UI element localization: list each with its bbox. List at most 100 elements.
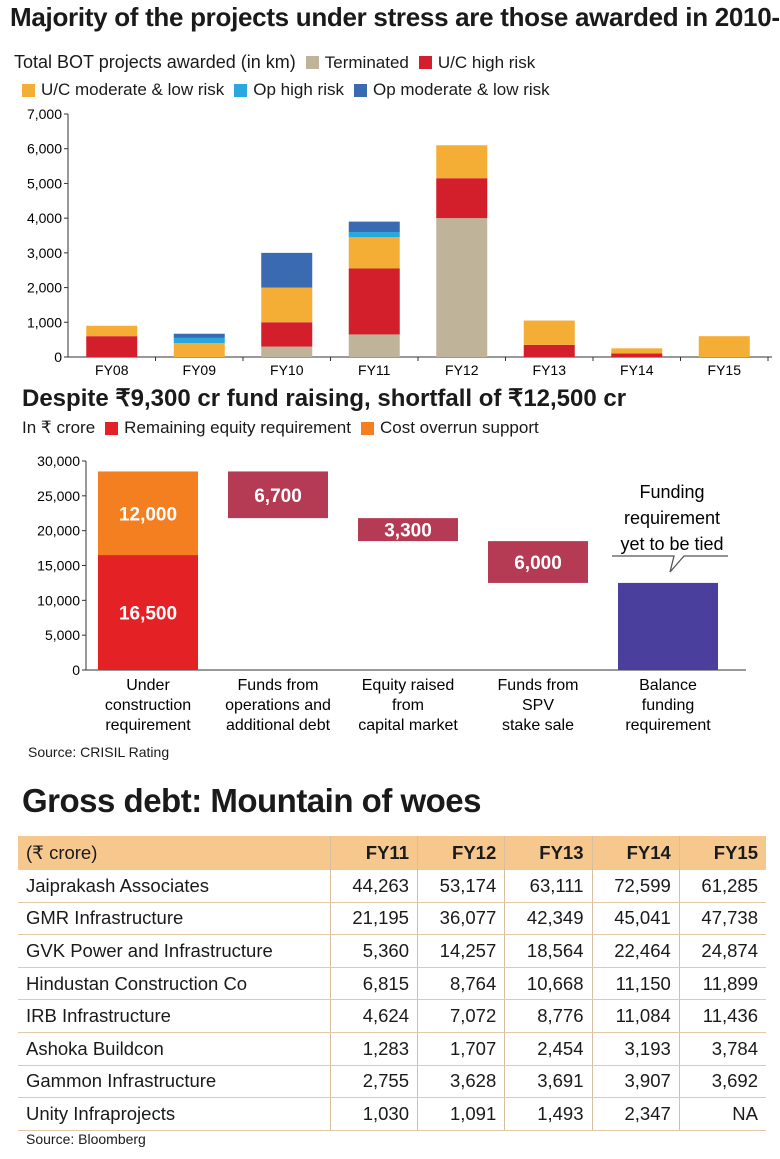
chart2-bar-balance [618, 582, 718, 670]
chart1-y-tick-label: 3,000 [27, 245, 62, 261]
chart1-x-tick-label: FY11 [358, 362, 391, 378]
chart2-x-tick-label: additional debt [226, 717, 331, 734]
chart1-x-tick-label: FY14 [620, 362, 654, 378]
chart1-bar-segment [348, 232, 400, 238]
debt-value-cell: 1,493 [504, 1097, 593, 1131]
chart1-y-tick-label: 7,000 [27, 106, 62, 122]
legend-swatch-op-moderate [353, 83, 367, 97]
chart2-y-tick-label: 0 [72, 662, 80, 678]
chart1-bar-segment [436, 178, 488, 219]
chart2-bar-decrement [488, 541, 588, 583]
table-header-fy11: FY11 [330, 836, 418, 870]
debt-value-cell: 10,668 [504, 967, 593, 1001]
chart2-x-tick-label: operations and [225, 697, 331, 714]
debt-value-cell: 36,077 [417, 902, 506, 936]
chart1-y-tick-label: 6,000 [27, 141, 62, 157]
chart2-x-tick-label: Funds from [238, 677, 319, 694]
legend-label-terminated: Terminated [324, 52, 409, 72]
debt-value-cell: 7,072 [417, 999, 506, 1033]
chart2-x-tick-label: from [392, 697, 424, 714]
debt-value-cell: 5,360 [330, 934, 418, 968]
chart2-x-tick-label: Balance [639, 677, 697, 694]
chart1-bar-segment [173, 343, 225, 357]
chart1-legend-row1: Total BOT projects awarded (in km) Termi… [14, 52, 535, 73]
chart1-y-tick-label: 0 [54, 349, 62, 365]
debt-value-cell: 11,150 [592, 967, 680, 1001]
chart2-legend: In ₹ crore Remaining equity requirement … [22, 418, 539, 438]
chart1-x-tick-label: FY10 [270, 362, 304, 378]
legend-label-uc-moderate: U/C moderate & low risk [41, 80, 225, 99]
chart1-bar-segment [523, 320, 575, 345]
table-body: Jaiprakash Associates 44,263 53,174 63,111 7… [18, 870, 766, 1131]
table-row: Jaiprakash Associates 44,263 53,174 63,111 7… [18, 870, 766, 903]
chart2-callout-text: Funding [639, 482, 704, 502]
chart1-bar-segment [348, 268, 400, 335]
debt-value-cell: 11,436 [679, 999, 766, 1033]
debt-value-cell: 8,776 [504, 999, 593, 1033]
company-name-cell: GVK Power and Infrastructure [18, 934, 331, 968]
chart2-bar-remaining-equity [98, 555, 198, 670]
chart1-bar-segment [261, 252, 313, 288]
debt-value-cell: 2,755 [330, 1065, 418, 1099]
table-row: Ashoka Buildcon 1,283 1,707 2,454 3,193 3,784 [18, 1032, 766, 1066]
chart2-bar-label: 16,500 [119, 604, 177, 625]
chart2-unit-label: In ₹ crore [22, 418, 96, 437]
debt-value-cell: 24,874 [679, 934, 766, 968]
chart2-x-tick-label: SPV [522, 697, 554, 714]
debt-value-cell: 47,738 [679, 902, 766, 936]
chart1-title: Majority of the projects under stress ar… [10, 2, 780, 32]
chart1-y-tick-label: 2,000 [27, 280, 62, 296]
company-name-cell: Ashoka Buildcon [18, 1032, 331, 1066]
chart2-callout-text: requirement [624, 508, 720, 528]
chart1-x-tick-label: FY12 [445, 362, 479, 378]
chart2-x-tick-label: stake sale [502, 717, 574, 734]
debt-value-cell: 18,564 [504, 934, 593, 968]
legend-swatch-cost-overrun [360, 421, 374, 435]
debt-value-cell: 14,257 [417, 934, 506, 968]
chart1-y-tick-label: 1,000 [27, 314, 62, 330]
debt-value-cell: 4,624 [330, 999, 418, 1033]
chart1-bar-segment [611, 348, 663, 354]
table-header-row: (₹ crore) FY11 FY12 FY13 FY14 FY15 [18, 836, 766, 870]
chart2-x-tick-label: Under [126, 677, 170, 694]
legend-label-op-moderate: Op moderate & low risk [372, 80, 550, 99]
debt-value-cell: 1,707 [417, 1032, 506, 1066]
legend-swatch-remaining-equity [105, 421, 119, 435]
chart1-bar-segment [436, 145, 488, 179]
legend-swatch-uc-high [418, 56, 432, 69]
table-header-fy15: FY15 [679, 836, 766, 870]
company-name-cell: Unity Infraprojects [18, 1097, 331, 1131]
chart2-plot: 0 5,000 10,000 15,000 20,000 25,000 30,000 16,5… [37, 453, 746, 734]
legend-label-cost-overrun: Cost overrun support [379, 418, 539, 437]
table-header-fy12: FY12 [417, 836, 506, 870]
chart1-x-tick-label: FY08 [95, 362, 129, 378]
chart2-x-tick-label: capital market [358, 717, 458, 734]
debt-value-cell: 3,907 [592, 1065, 680, 1099]
chart1-legend-row2: U/C moderate & low risk Op high risk Op … [22, 80, 550, 100]
chart1-x-tick-label: FY15 [708, 362, 742, 378]
table-header-unit: (₹ crore) [18, 836, 331, 870]
chart1-bar-segment [173, 337, 225, 344]
debt-value-cell: 42,349 [504, 902, 593, 936]
table-row: Unity Infraprojects 1,030 1,091 1,493 2,347 N… [18, 1097, 766, 1131]
debt-value-cell: 61,285 [679, 870, 766, 903]
legend-label-op-high: Op high risk [253, 80, 344, 99]
table-row: Gammon Infrastructure 2,755 3,628 3,691 3,90… [18, 1065, 766, 1099]
debt-value-cell: 3,692 [679, 1065, 766, 1099]
debt-value-cell: 1,283 [330, 1032, 418, 1066]
chart2-bar-decrement [358, 518, 458, 542]
chart2-bar-label: 6,700 [254, 486, 302, 507]
debt-value-cell: 63,111 [504, 870, 593, 903]
company-name-cell: GMR Infrastructure [18, 902, 331, 936]
chart2-x-tick-label: requirement [625, 717, 711, 734]
chart1-bar-segment [86, 325, 138, 337]
table-row: IRB Infrastructure 4,624 7,072 8,776 11,084 1… [18, 999, 766, 1033]
chart2-bar-cost-overrun [98, 471, 198, 556]
chart2-x-tick-label: requirement [105, 717, 191, 734]
chart1-bar-segment [173, 333, 225, 338]
company-name-cell: Jaiprakash Associates [18, 870, 331, 903]
debt-value-cell: 72,599 [592, 870, 680, 903]
chart1-y-tick-label: 4,000 [27, 210, 62, 226]
chart2-x-tick-label: funding [642, 697, 695, 714]
legend-swatch-op-high [234, 83, 248, 97]
